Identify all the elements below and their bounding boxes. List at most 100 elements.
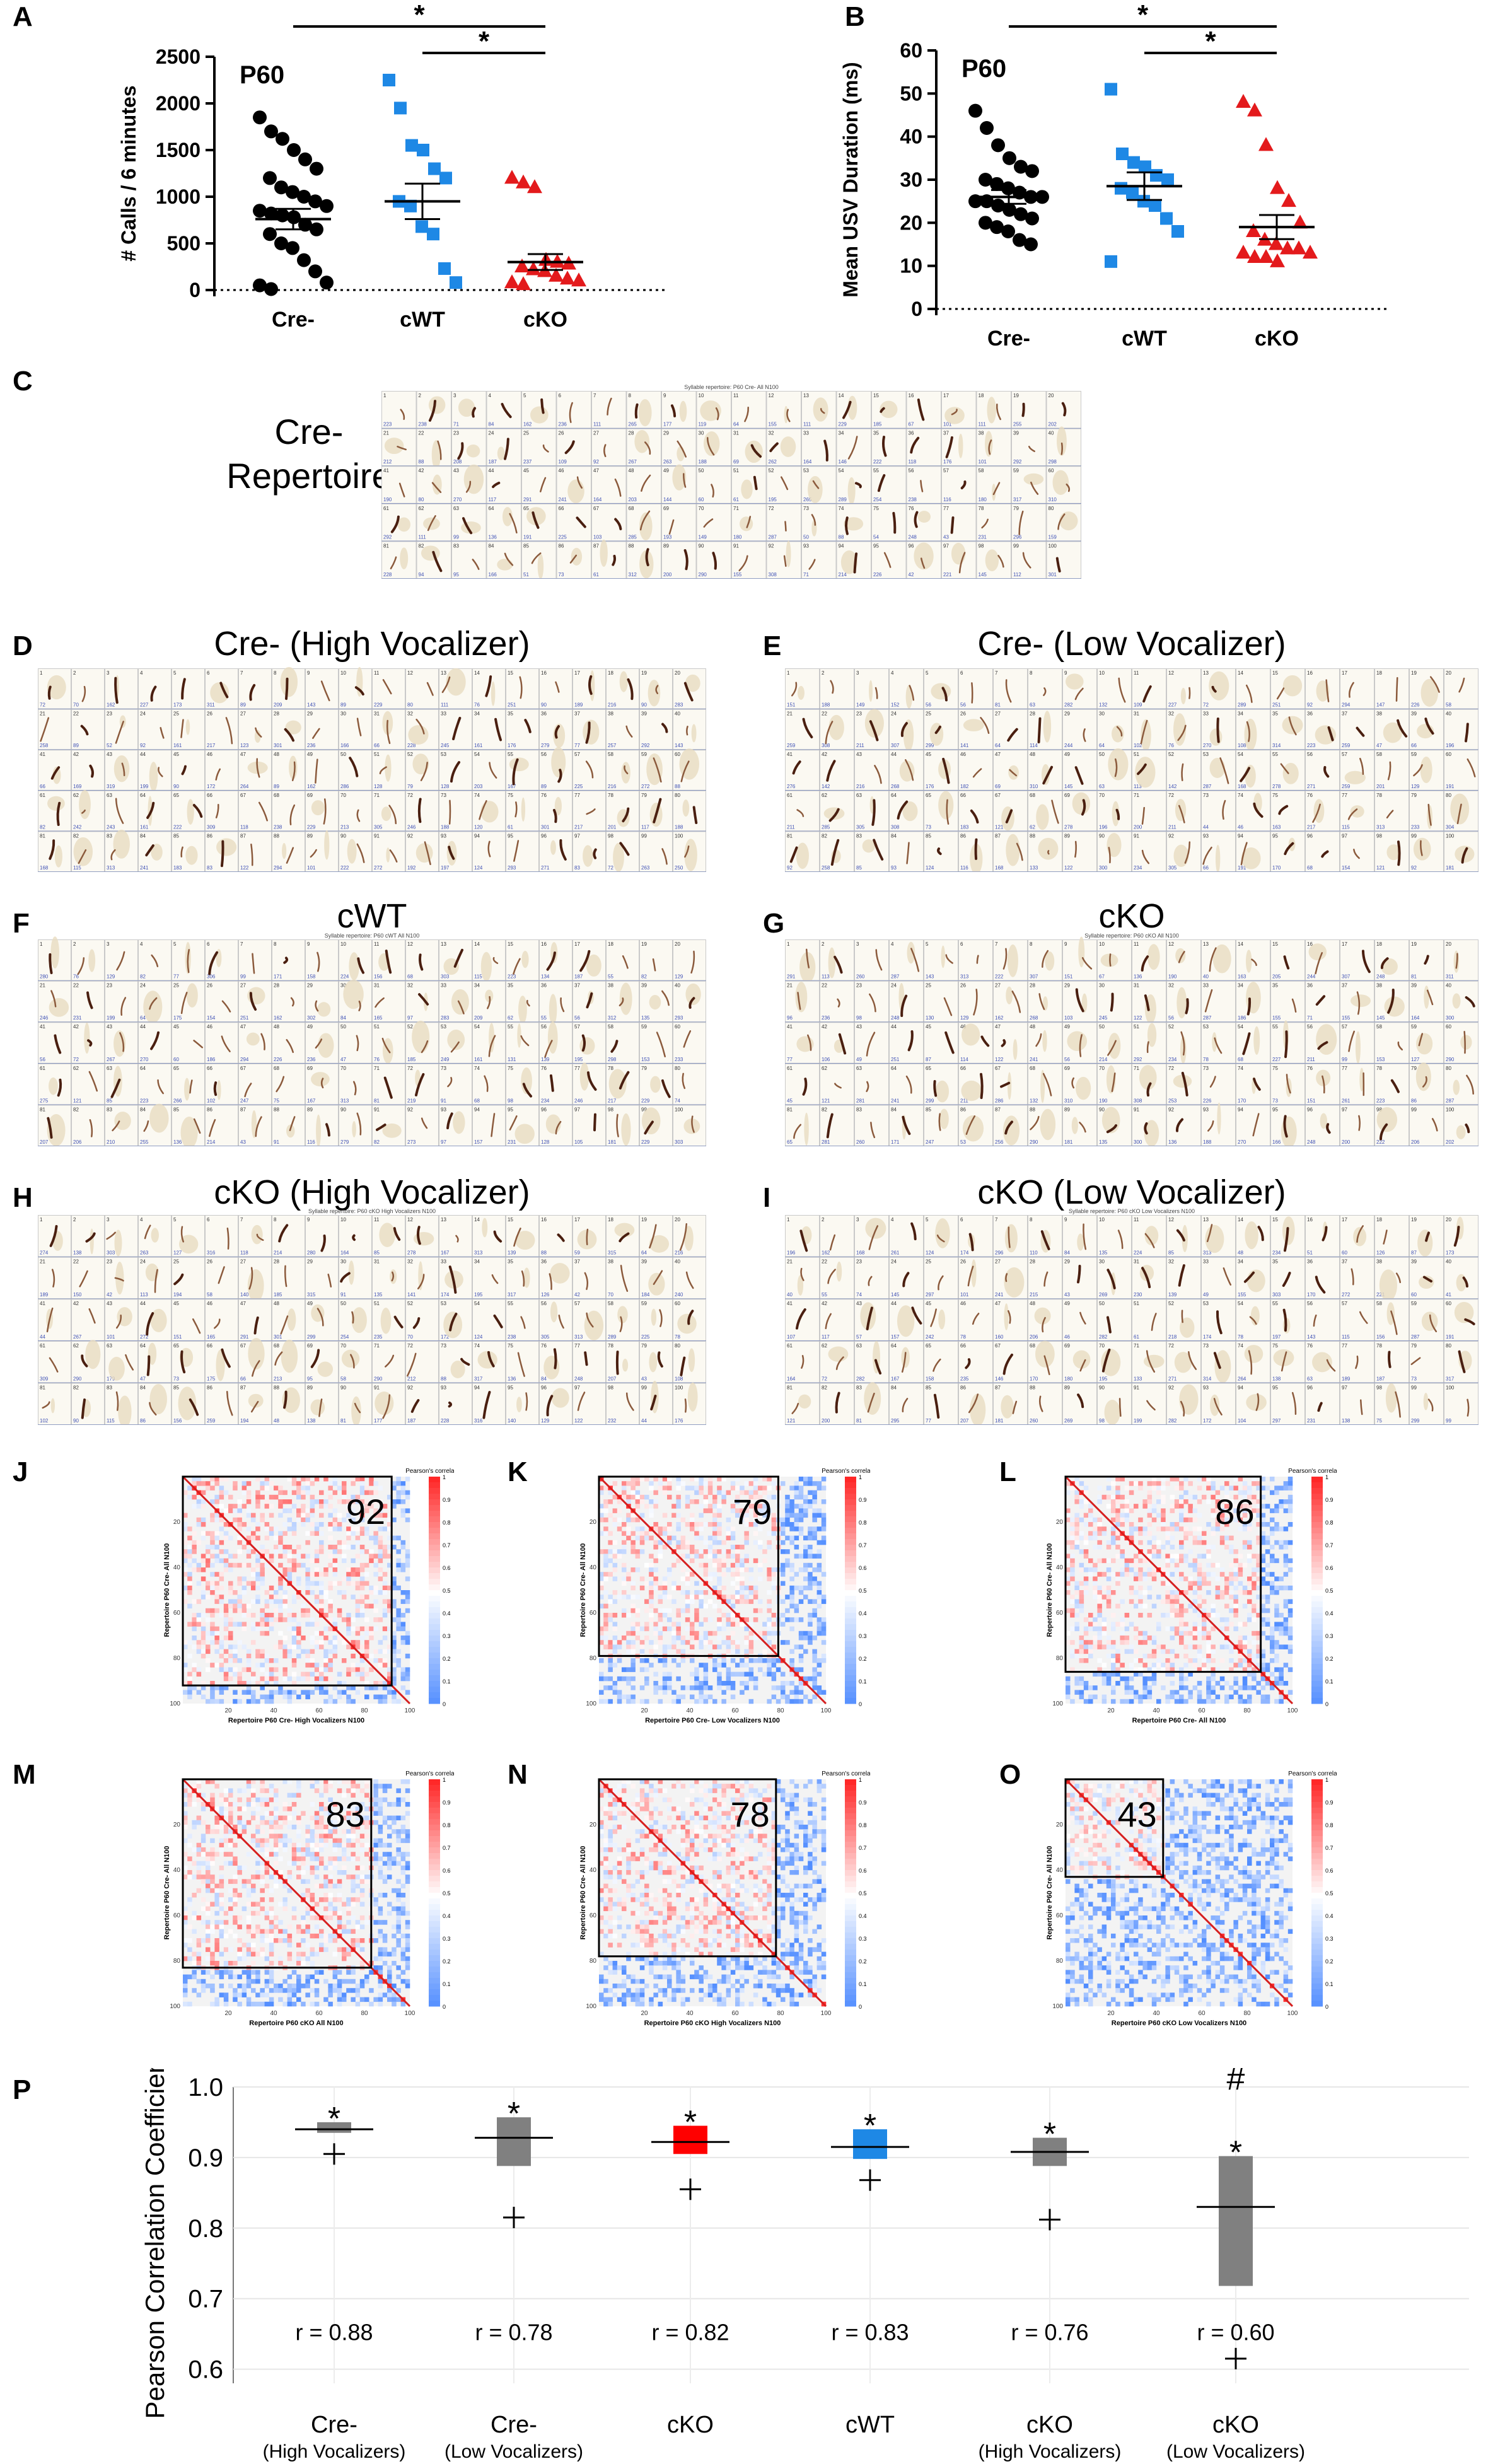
syllable-index: 2 [73,670,76,676]
syllable-count: 219 [407,1098,416,1103]
matrix-cell [251,1549,256,1554]
syllable-index: 49 [1064,1301,1070,1306]
syllable-count: 314 [1203,1376,1212,1381]
syllable-cell [272,750,305,791]
matrix-cell [359,1595,365,1600]
matrix-cell [264,1599,270,1604]
syllable-count: 292 [641,743,650,748]
matrix-cell [703,1481,709,1486]
matrix-cell [364,1490,369,1496]
syllable-count: 174 [1203,1334,1212,1340]
syllable-count: 90 [73,1418,79,1424]
data-point [320,276,334,290]
matrix-cell [255,1622,260,1627]
syllable-count: 231 [508,1139,516,1145]
syllable-index: 18 [1376,670,1382,676]
syllable-cell [591,391,627,429]
matrix-cell [319,1549,324,1554]
syllable-count: 101 [307,865,316,871]
matrix-cell [355,1572,361,1577]
syllable-trace [603,444,607,458]
syllable-index: 90 [340,833,346,839]
syllable-index: 29 [1064,711,1070,717]
matrix-cell [255,1535,260,1541]
syllable-index: 37 [943,431,949,436]
syllable-shading [352,1121,356,1137]
matrix-cell [291,1549,297,1554]
syllable-count: 135 [641,1015,650,1021]
matrix-cell [237,1540,242,1545]
matrix-cell [269,1494,274,1500]
syllable-trace [457,1000,465,1014]
syllable-trace [181,765,187,776]
matrix-cell [310,1558,315,1564]
matrix-cell [264,1499,270,1504]
matrix-cell [305,1676,310,1682]
syllable-cell [486,391,521,429]
syllable-index: 79 [641,793,647,798]
syllable-index: 40 [675,711,680,717]
syllable-trace [834,1083,842,1089]
syllable-index: 30 [340,1259,346,1265]
syllable-count: 291 [240,1334,249,1340]
syllable-count: 228 [383,572,392,578]
syllable-trace [577,1392,586,1411]
matrix-cell [246,1490,252,1496]
syllable-index: 50 [340,1301,346,1306]
syllable-index: 68 [1030,1343,1035,1349]
matrix-cell [183,1663,188,1668]
syllable-trace [1465,996,1475,1008]
syllable-count: 224 [340,974,349,980]
syllable-trace [554,725,560,739]
syllable-index: 27 [593,431,599,436]
syllable-shading [341,1349,360,1368]
syllable-index: 46 [960,1024,966,1030]
syllable-trace [619,1071,630,1090]
syllable-cell [105,790,138,832]
syllable-index: 12 [407,1217,413,1223]
data-point [1001,224,1015,238]
matrix-cell [346,1626,351,1632]
syllable-trace [1424,718,1434,735]
syllable-count: 47 [340,1057,346,1062]
matrix-cell [237,1499,242,1504]
matrix-cell [337,1694,342,1700]
syllable-index: 62 [73,793,79,798]
syllable-count: 181 [995,1418,1004,1424]
syllable-count: 188 [699,459,707,465]
syllable-cell [924,980,958,1023]
matrix-cell [192,1617,197,1622]
syllable-trace [116,1314,122,1329]
syllable-shading [1004,1224,1018,1253]
syllable-shading [113,755,130,782]
matrix-cell [274,1644,279,1649]
syllable-index: 65 [926,1066,931,1071]
matrix-cell [241,1690,247,1695]
syllable-count: 72 [40,702,45,708]
syllable-trace [967,1265,974,1287]
syllable-trace [397,446,407,451]
syllable-count: 245 [441,743,450,748]
syllable-index: 71 [1134,1066,1139,1071]
syllable-trace [89,1119,93,1137]
syllable-trace [1326,1359,1336,1372]
syllable-index: 85 [173,1385,179,1390]
matrix-cell [319,1513,324,1518]
syllable-index: 8 [629,393,632,398]
matrix-cell [332,1649,338,1654]
matrix-cell [400,1499,406,1504]
matrix-cell [223,1508,229,1513]
syllable-index: 78 [608,1343,613,1349]
syllable-shading [280,666,298,697]
matrix-cell [287,1572,293,1577]
syllable-trace [289,804,296,825]
data-point [310,161,323,176]
syllable-index: 65 [173,1343,179,1349]
matrix-cell [301,1562,306,1568]
matrix-cell [730,1481,736,1486]
syllable-index: 87 [240,1107,246,1112]
matrix-cell [789,1526,794,1531]
matrix-cell [296,1630,301,1636]
syllable-trace [539,477,547,492]
matrix-cell [233,1690,238,1695]
